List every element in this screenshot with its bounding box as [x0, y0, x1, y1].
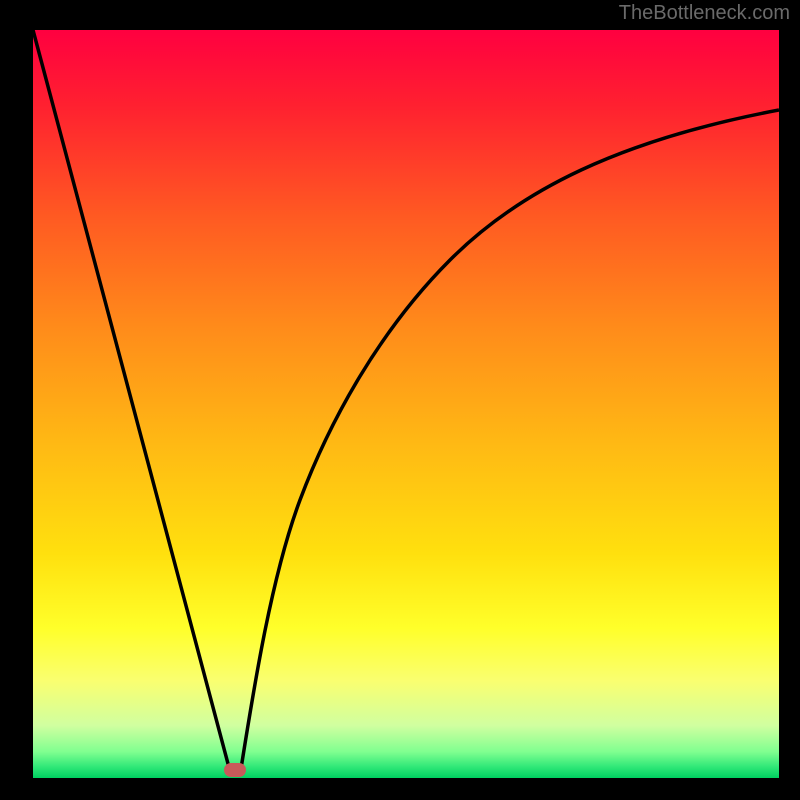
min-marker — [224, 763, 246, 777]
right-curve — [240, 110, 779, 775]
chart-container: TheBottleneck.com — [0, 0, 800, 800]
plot-area — [33, 30, 779, 778]
curve-layer — [33, 30, 779, 778]
left-curve — [33, 30, 231, 775]
watermark-text: TheBottleneck.com — [619, 2, 790, 25]
